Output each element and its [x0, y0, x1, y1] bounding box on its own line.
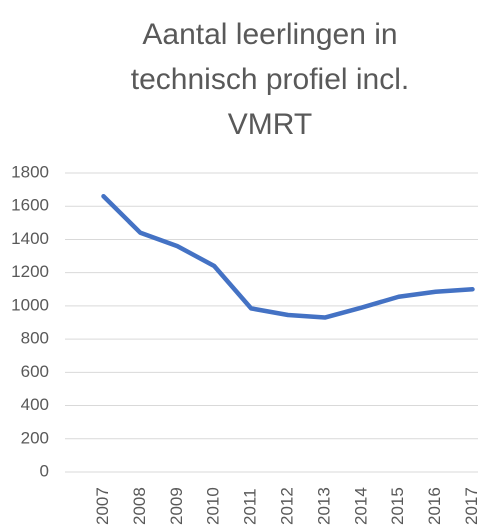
x-tick-label: 2008: [130, 487, 149, 525]
y-tick-label: 200: [21, 428, 49, 447]
x-tick-label: 2016: [425, 487, 444, 525]
x-tick-label: 2011: [241, 488, 260, 525]
x-tick-label: 2009: [167, 487, 186, 525]
y-tick-label: 1400: [11, 229, 49, 248]
x-tick-label: 2010: [204, 487, 223, 525]
data-line: [101, 194, 475, 320]
y-tick-label: 400: [21, 395, 49, 414]
x-tick-label: 2015: [388, 487, 407, 525]
x-tick-label: 2012: [277, 487, 296, 525]
x-tick-label: 2007: [93, 487, 112, 525]
chart-title: Aantal leerlingen in technisch profiel i…: [130, 18, 410, 141]
y-tick-label: 600: [21, 362, 49, 381]
y-tick-label: 800: [21, 329, 49, 348]
x-tick-label: 2017: [462, 487, 481, 525]
y-tick-label: 0: [40, 461, 49, 480]
y-tick-label: 1800: [11, 162, 49, 181]
y-tick-label: 1000: [11, 295, 49, 314]
x-tick-label: 2013: [314, 487, 333, 525]
y-tick-label: 1200: [11, 262, 49, 281]
y-tick-label: 1600: [11, 196, 49, 215]
x-tick-label: 2014: [351, 487, 370, 525]
